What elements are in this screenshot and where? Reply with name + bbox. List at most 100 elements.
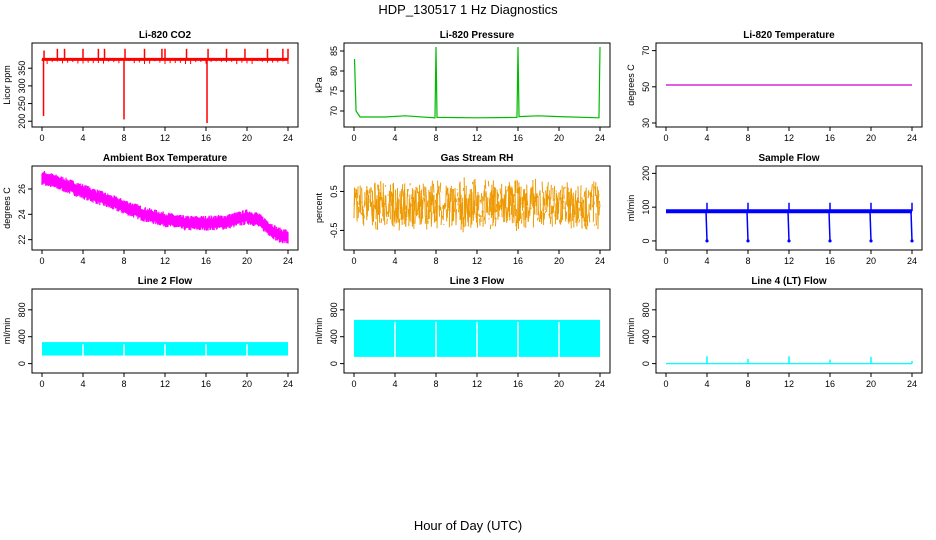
- chart-panel-3: Li-820 Temperature degrees C 0 4 8 12 16 20 24 30…: [626, 30, 923, 143]
- y-tick-label: 0: [17, 361, 27, 366]
- rh-segment: [474, 185, 477, 207]
- rh-segment: [452, 188, 454, 222]
- x-tick-label: 12: [784, 379, 794, 389]
- x-tick-label: 4: [704, 256, 709, 266]
- rh-segment: [512, 199, 514, 218]
- x-tick-label: 0: [39, 133, 44, 143]
- x-tick-label: 8: [433, 256, 438, 266]
- rh-segment: [498, 201, 500, 217]
- rh-segment: [358, 194, 361, 206]
- y-axis-label: degrees C: [2, 187, 12, 229]
- y-tick-label: 200: [17, 114, 27, 129]
- rh-segment: [551, 205, 553, 227]
- y-tick-label: 26: [17, 184, 27, 194]
- rh-segment: [522, 189, 525, 209]
- panel-title: Li-820 CO2: [139, 30, 192, 41]
- chart-panel-9: Line 4 (LT) Flow ml/min 0 4 8 12 16 20 24 0 400 800: [626, 276, 923, 389]
- rh-segment: [514, 179, 517, 193]
- y-tick-label: 200: [641, 166, 651, 181]
- y-tick-label: 400: [329, 329, 339, 344]
- rh-segment: [533, 200, 536, 215]
- rh-segment: [450, 190, 453, 193]
- rh-segment: [360, 201, 362, 203]
- rh-segment: [482, 196, 484, 227]
- rh-segment: [488, 218, 490, 220]
- rh-segment: [564, 186, 566, 189]
- y-tick-label: 24: [17, 209, 27, 219]
- dip-point: [869, 239, 873, 243]
- rh-segment: [446, 188, 448, 196]
- rh-segment: [401, 184, 404, 197]
- chart-panel-7: Line 2 Flow ml/min 0 4 8 12 16 20 24 0 400 800: [2, 276, 299, 389]
- rh-segment: [378, 196, 381, 223]
- y-tick-label: 400: [17, 329, 27, 344]
- chart-panel-6: Sample Flow ml/min 0 4 8 12 16 20 24 0 100 200: [626, 153, 923, 266]
- rh-segment: [534, 196, 536, 203]
- rh-segment: [562, 194, 564, 210]
- y-axis-label: ml/min: [626, 318, 636, 345]
- x-tick-label: 0: [663, 256, 668, 266]
- rh-segment: [547, 182, 549, 191]
- y-axis-label: ml/min: [2, 318, 12, 345]
- rh-segment: [372, 208, 375, 222]
- rh-segment: [483, 190, 485, 201]
- rh-segment: [462, 197, 464, 233]
- y-tick-label: 0.5: [329, 185, 339, 198]
- rh-segment: [405, 218, 408, 221]
- rh-segment: [389, 192, 391, 220]
- x-tick-label: 24: [283, 133, 293, 143]
- rh-segment: [427, 220, 429, 225]
- rh-segment: [487, 206, 489, 215]
- rh-segment: [370, 186, 372, 192]
- rh-segment: [499, 188, 502, 194]
- rh-segment: [462, 187, 465, 191]
- rh-segment: [449, 187, 451, 213]
- x-axis-title: Hour of Day (UTC): [413, 518, 523, 533]
- x-tick-label: 20: [554, 133, 564, 143]
- rh-segment: [516, 180, 518, 194]
- rh-segment: [574, 190, 577, 203]
- rh-segment: [512, 194, 515, 204]
- rh-segment: [581, 203, 583, 229]
- rh-segment: [371, 207, 373, 226]
- x-tick-label: 0: [39, 379, 44, 389]
- rh-segment: [397, 197, 399, 220]
- x-tick-label: 16: [513, 256, 523, 266]
- y-tick-label: 30: [641, 118, 651, 128]
- rh-segment: [492, 180, 494, 227]
- x-tick-label: 0: [39, 256, 44, 266]
- x-tick-label: 4: [80, 133, 85, 143]
- rh-segment: [402, 191, 405, 220]
- flow-dip: [910, 211, 913, 241]
- rh-segment: [493, 189, 496, 198]
- dip-point: [787, 239, 791, 243]
- y-tick-label: 0: [641, 361, 651, 366]
- rh-segment: [563, 187, 565, 200]
- rh-segment: [412, 209, 415, 229]
- x-tick-label: 24: [283, 379, 293, 389]
- rh-segment: [458, 204, 460, 213]
- x-tick-label: 24: [907, 133, 917, 143]
- rh-segment: [450, 185, 452, 202]
- panel-title: Line 4 (LT) Flow: [751, 276, 827, 287]
- x-tick-label: 20: [554, 379, 564, 389]
- rh-segment: [405, 205, 407, 227]
- rh-segment: [584, 190, 587, 229]
- x-tick-label: 20: [866, 256, 876, 266]
- y-tick-label: 800: [329, 302, 339, 317]
- rh-segment: [425, 187, 427, 198]
- rh-segment: [500, 199, 502, 210]
- x-tick-label: 8: [121, 379, 126, 389]
- rh-segment: [596, 186, 598, 204]
- rh-segment: [507, 185, 510, 212]
- rh-segment: [523, 211, 525, 227]
- rh-segment: [487, 180, 490, 187]
- rh-segment: [379, 192, 382, 201]
- rh-segment: [407, 188, 409, 192]
- rh-segment: [536, 193, 538, 199]
- rh-segment: [543, 212, 546, 220]
- rh-segment: [460, 194, 462, 220]
- rh-segment: [505, 189, 507, 209]
- rh-segment: [463, 216, 465, 228]
- rh-segment: [479, 218, 481, 226]
